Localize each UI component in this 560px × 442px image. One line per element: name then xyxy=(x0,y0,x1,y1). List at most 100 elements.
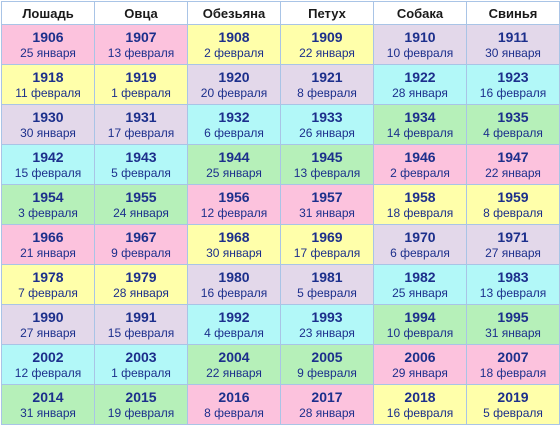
year-cell: 2015 19 февраля xyxy=(94,384,188,425)
year-cell: 1992 4 февраля xyxy=(187,304,281,345)
new-year-date: 6 февраля xyxy=(204,125,264,140)
zodiac-table-container: Лошадь Овца Обезьяна Петух Собака Свинья… xyxy=(1,1,560,425)
year-number: 1942 xyxy=(32,148,64,165)
new-year-date: 5 февраля xyxy=(111,165,171,180)
new-year-date: 9 февраля xyxy=(297,365,357,380)
year-cell: 1935 4 февраля xyxy=(466,104,560,145)
year-number: 1959 xyxy=(497,188,529,205)
zodiac-years-table: Лошадь Овца Обезьяна Петух Собака Свинья… xyxy=(1,1,560,425)
year-cell: 1966 21 января xyxy=(1,224,95,265)
year-cell: 1907 13 февраля xyxy=(94,24,188,65)
year-cell: 2018 16 февраля xyxy=(373,384,467,425)
year-cell: 1932 6 февраля xyxy=(187,104,281,145)
year-number: 1958 xyxy=(404,188,436,205)
year-number: 2016 xyxy=(218,388,250,405)
year-cell: 1922 28 января xyxy=(373,64,467,105)
new-year-date: 12 февраля xyxy=(14,365,82,380)
year-cell: 1934 14 февраля xyxy=(373,104,467,145)
year-cell: 2005 9 февраля xyxy=(280,344,374,385)
year-number: 1920 xyxy=(218,68,250,85)
new-year-date: 25 января xyxy=(206,165,262,180)
year-cell: 1920 20 февраля xyxy=(187,64,281,105)
year-number: 1994 xyxy=(404,308,436,325)
new-year-date: 17 февраля xyxy=(293,245,361,260)
new-year-date: 13 февраля xyxy=(479,285,547,300)
year-number: 1918 xyxy=(32,68,64,85)
year-number: 1944 xyxy=(218,148,250,165)
year-number: 1956 xyxy=(218,188,250,205)
year-cell: 1909 22 января xyxy=(280,24,374,65)
year-cell: 2016 8 февраля xyxy=(187,384,281,425)
year-number: 1991 xyxy=(125,308,157,325)
table-row: 1906 25 января 1907 13 февраля 1908 2 февраля… xyxy=(1,24,560,65)
year-cell: 1959 8 февраля xyxy=(466,184,560,225)
year-number: 1966 xyxy=(32,228,64,245)
new-year-date: 10 февраля xyxy=(386,325,454,340)
year-cell: 2004 22 января xyxy=(187,344,281,385)
table-row: 1930 30 января 1931 17 февраля 1932 6 февраля… xyxy=(1,104,560,145)
year-cell: 1958 18 февраля xyxy=(373,184,467,225)
year-number: 1955 xyxy=(125,188,157,205)
year-cell: 1947 22 января xyxy=(466,144,560,185)
new-year-date: 22 января xyxy=(299,45,355,60)
new-year-date: 13 февраля xyxy=(293,165,361,180)
new-year-date: 25 января xyxy=(392,285,448,300)
table-row: 1990 27 января 1991 15 февраля 1992 4 февраля… xyxy=(1,304,560,345)
new-year-date: 16 февраля xyxy=(386,405,454,420)
new-year-date: 6 февраля xyxy=(390,245,450,260)
new-year-date: 27 января xyxy=(20,325,76,340)
new-year-date: 10 февраля xyxy=(386,45,454,60)
table-row: 1942 15 февраля 1943 5 февраля 1944 25 января… xyxy=(1,144,560,185)
year-number: 1954 xyxy=(32,188,64,205)
new-year-date: 30 января xyxy=(20,125,76,140)
new-year-date: 21 января xyxy=(20,245,76,260)
year-cell: 1946 2 февраля xyxy=(373,144,467,185)
new-year-date: 8 февраля xyxy=(297,85,357,100)
new-year-date: 2 февраля xyxy=(204,45,264,60)
new-year-date: 18 февраля xyxy=(386,205,454,220)
new-year-date: 16 февраля xyxy=(479,85,547,100)
year-cell: 1906 25 января xyxy=(1,24,95,65)
year-cell: 1970 6 февраля xyxy=(373,224,467,265)
year-cell: 1993 23 января xyxy=(280,304,374,345)
new-year-date: 26 января xyxy=(299,125,355,140)
new-year-date: 19 февраля xyxy=(107,405,175,420)
year-number: 1970 xyxy=(404,228,436,245)
new-year-date: 1 февраля xyxy=(111,365,171,380)
year-cell: 1983 13 февраля xyxy=(466,264,560,305)
year-number: 2005 xyxy=(311,348,343,365)
year-number: 1946 xyxy=(404,148,436,165)
year-number: 1945 xyxy=(311,148,343,165)
year-cell: 1943 5 февраля xyxy=(94,144,188,185)
new-year-date: 9 февраля xyxy=(111,245,171,260)
year-number: 1930 xyxy=(32,108,64,125)
year-number: 1983 xyxy=(497,268,529,285)
year-number: 1933 xyxy=(311,108,343,125)
new-year-date: 14 февраля xyxy=(386,125,454,140)
year-number: 1978 xyxy=(32,268,64,285)
year-number: 1990 xyxy=(32,308,64,325)
year-cell: 1944 25 января xyxy=(187,144,281,185)
year-number: 1921 xyxy=(311,68,343,85)
table-row: 1966 21 января 1967 9 февраля 1968 30 января 1… xyxy=(1,224,560,265)
year-cell: 1930 30 января xyxy=(1,104,95,145)
year-number: 2018 xyxy=(404,388,436,405)
new-year-date: 28 января xyxy=(113,285,169,300)
year-number: 2015 xyxy=(125,388,157,405)
year-cell: 2019 5 февраля xyxy=(466,384,560,425)
year-number: 2004 xyxy=(218,348,250,365)
year-cell: 2006 29 января xyxy=(373,344,467,385)
new-year-date: 16 февраля xyxy=(200,285,268,300)
year-cell: 1994 10 февраля xyxy=(373,304,467,345)
year-number: 1934 xyxy=(404,108,436,125)
year-number: 2017 xyxy=(311,388,343,405)
year-cell: 2007 18 февраля xyxy=(466,344,560,385)
year-cell: 1933 26 января xyxy=(280,104,374,145)
new-year-date: 27 января xyxy=(485,245,541,260)
header-row: Лошадь Овца Обезьяна Петух Собака Свинья xyxy=(1,1,560,25)
year-number: 2002 xyxy=(32,348,64,365)
new-year-date: 31 января xyxy=(299,205,355,220)
new-year-date: 13 февраля xyxy=(107,45,175,60)
year-number: 1980 xyxy=(218,268,250,285)
new-year-date: 28 января xyxy=(299,405,355,420)
